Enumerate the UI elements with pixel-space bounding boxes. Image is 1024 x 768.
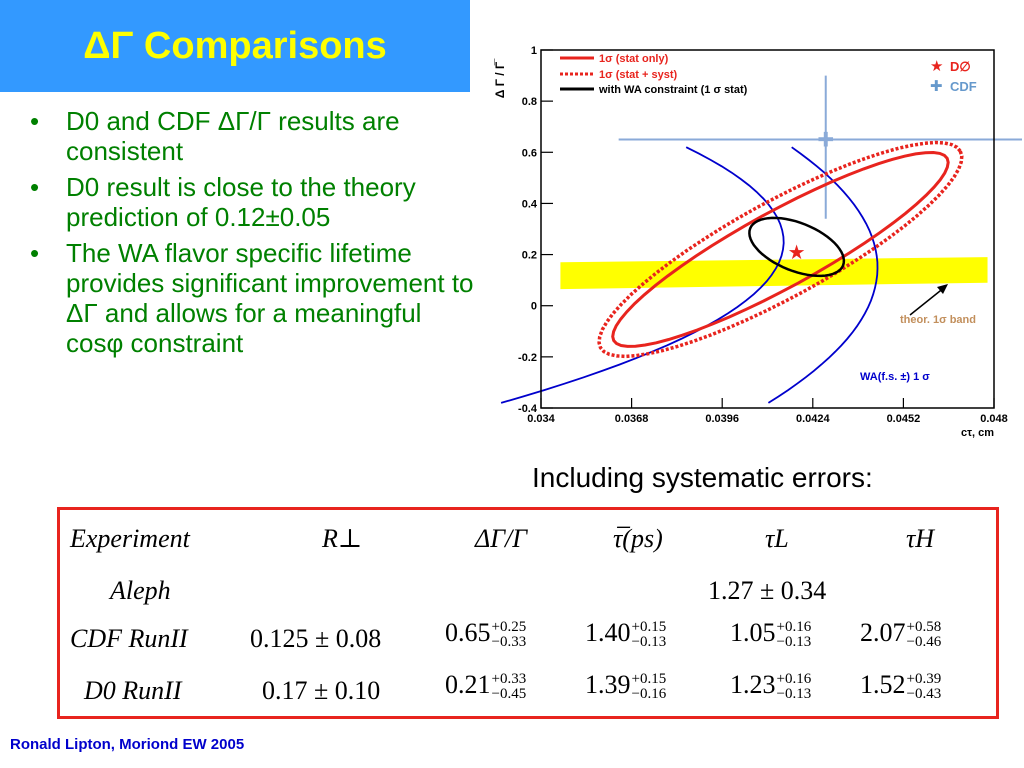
y-tick-label: -0.4: [518, 403, 538, 415]
wa-label: WA(f.s. ±) 1 σ: [860, 371, 930, 383]
legend-marker-label: D∅: [950, 59, 971, 74]
bullet-list: D0 and CDF ΔΓ/Γ results are consistent D…: [26, 106, 481, 364]
table-cell: 1.39 +0.15 −0.16: [585, 670, 667, 703]
table-cell: 0.65 +0.25 −0.33: [445, 618, 527, 651]
slide-title: ΔΓ Comparisons: [83, 24, 387, 67]
results-table: Experiment R⊥ ΔΓ/Γ τ̅(ps) τL τH Aleph 1.27 ± 0.…: [57, 507, 999, 719]
y-tick-label: 0.8: [522, 96, 537, 108]
x-tick-label: 0.048: [980, 413, 1008, 425]
contour-plot: ✚ ★ theor. 1σ band WA(f.s. ±) 1 σ 0.034 0.03…: [493, 45, 1022, 439]
table-cell-experiment: D0 RunII: [84, 676, 182, 705]
ellipse-wa-constraint: [748, 216, 846, 278]
x-tick-label: 0.0368: [615, 413, 649, 425]
y-tick-label: 0.6: [522, 147, 537, 159]
x-tick-label: 0.0424: [796, 413, 831, 425]
legend-marker-label: CDF: [950, 79, 977, 94]
theory-arrowhead: [937, 284, 948, 294]
table-header: τH: [906, 524, 935, 553]
including-systematic-label: Including systematic errors:: [532, 462, 873, 493]
y-tick-label: 1: [531, 45, 537, 57]
table-cell: 1.52 +0.39 −0.43: [860, 670, 942, 703]
table-header: τ̅(ps): [613, 524, 663, 553]
bullet-item: D0 and CDF ΔΓ/Γ results are consistent: [26, 106, 481, 166]
legend-marker: ★: [930, 58, 943, 75]
footer-credit: Ronald Lipton, Moriond EW 2005: [10, 736, 245, 753]
d0-marker: ★: [788, 242, 806, 264]
cdf-marker: ✚: [817, 130, 834, 152]
y-axis-label: Δ Γ / Γ̅: [493, 58, 507, 98]
table-cell: 1.27 ± 0.34: [708, 576, 827, 605]
table-cell: 2.07 +0.58 −0.46: [860, 618, 942, 651]
legend-label: 1σ (stat only): [599, 53, 669, 65]
x-axis-label: cτ, cm: [961, 427, 994, 439]
table-cell: 1.40 +0.15 −0.13: [585, 618, 667, 651]
bullet-item: The WA flavor specific lifetime provides…: [26, 238, 481, 358]
wa-curve-inner: [500, 146, 785, 404]
plot-frame: [540, 49, 995, 409]
wa-curve-outer: [767, 146, 879, 404]
table-header: ΔΓ/Γ: [475, 524, 528, 553]
table-cell: 1.23 +0.16 −0.13: [730, 670, 812, 703]
table-cell: 0.21 +0.33 −0.45: [445, 670, 527, 703]
title-bar: ΔΓ Comparisons: [0, 0, 470, 92]
ellipse-stat-only: [611, 150, 950, 348]
table-cell: 1.05 +0.16 −0.13: [730, 618, 812, 651]
x-tick-label: 0.034: [527, 413, 555, 425]
table-header: R⊥: [322, 524, 363, 553]
table-cell-experiment: CDF RunII: [70, 624, 188, 653]
y-tick-label: 0.4: [522, 198, 538, 210]
x-tick-label: 0.0452: [887, 413, 921, 425]
table-cell: 0.125 ± 0.08: [250, 624, 382, 653]
legend-label: with WA constraint (1 σ stat): [598, 84, 748, 96]
table-cell-experiment: Aleph: [110, 576, 171, 605]
bullet-item: D0 result is close to the theory predict…: [26, 172, 481, 232]
legend-marker: ✚: [930, 78, 943, 95]
y-tick-label: 0.2: [522, 250, 537, 262]
y-tick-label: -0.2: [518, 352, 537, 364]
table-header: τL: [765, 524, 789, 553]
y-tick-label: 0: [531, 301, 537, 313]
ellipse-stat-syst: [597, 140, 964, 359]
table-header: Experiment: [70, 524, 190, 553]
table-cell: 0.17 ± 0.10: [262, 676, 381, 705]
theory-arrow-line: [909, 286, 946, 316]
x-tick-label: 0.0396: [705, 413, 739, 425]
legend-label: 1σ (stat + syst): [599, 69, 677, 81]
theory-band-label: theor. 1σ band: [900, 314, 976, 326]
